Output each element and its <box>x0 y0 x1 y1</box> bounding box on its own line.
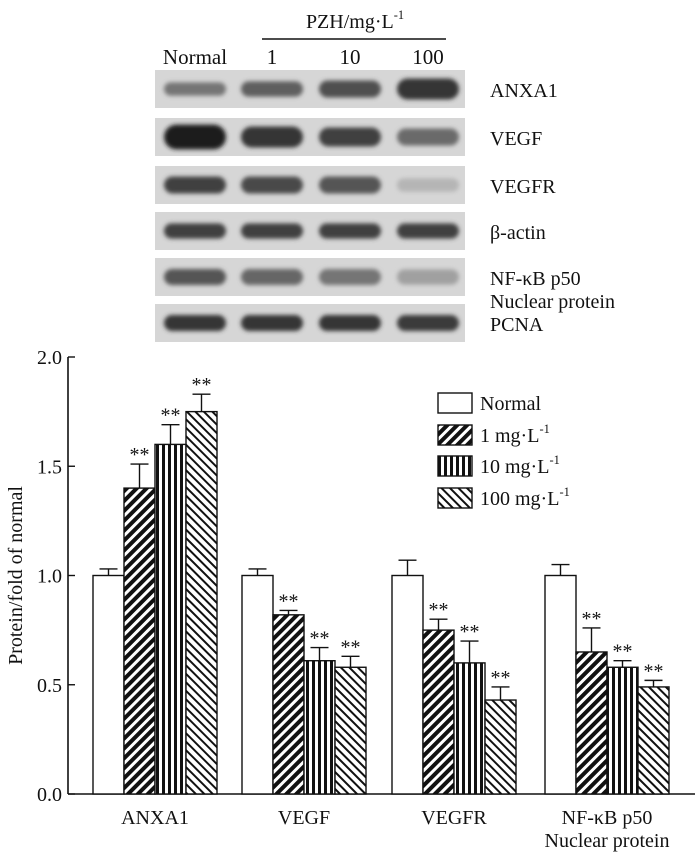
blot-band <box>164 124 226 150</box>
western-blot-panel: PZH/mg·L-1 Normal 1 10 100 ANXA1 VEGF VEGFR β-ac… <box>155 8 615 342</box>
blot-band <box>319 269 381 285</box>
blot-band <box>397 269 459 285</box>
legend-swatch <box>437 487 473 509</box>
lane-label: 100 <box>412 45 444 69</box>
blot-band <box>164 223 226 239</box>
lane-label: 1 <box>267 45 278 69</box>
bar <box>453 662 486 795</box>
y-tick-label: 0.5 <box>37 675 62 697</box>
significance-mark: ** <box>429 599 449 621</box>
y-tick-label: 1.5 <box>37 456 62 478</box>
blot-band <box>241 126 303 148</box>
blot-band <box>319 127 381 147</box>
blot-group-header: PZH/mg·L-1 <box>306 8 404 33</box>
lane-label: Normal <box>163 45 227 69</box>
bar <box>606 666 639 795</box>
legend-label: 1 mg·L-1 <box>480 422 550 447</box>
blot-band <box>241 269 303 285</box>
blot-band <box>319 223 381 239</box>
blot-row-label: β-actin <box>490 222 546 244</box>
legend-label: Normal <box>480 393 542 415</box>
bar <box>575 651 608 795</box>
lane-label: 10 <box>340 45 361 69</box>
bar <box>185 410 218 795</box>
y-tick-label: 0.0 <box>37 784 62 806</box>
bar <box>334 666 367 795</box>
legend-swatch <box>437 455 473 477</box>
significance-mark: ** <box>613 641 633 663</box>
legend-swatch <box>437 424 473 446</box>
bar <box>544 574 577 795</box>
blot-band <box>241 315 303 331</box>
blot-band <box>164 269 226 285</box>
bar <box>484 699 517 795</box>
blot-row-sublabel: Nuclear protein <box>490 291 615 313</box>
bar <box>391 574 424 795</box>
significance-mark: ** <box>644 660 664 682</box>
legend-label: 10 mg·L-1 <box>480 453 560 478</box>
blot-row-label: VEGFR <box>490 176 556 198</box>
bar <box>637 686 670 795</box>
bar <box>241 574 274 795</box>
blot-row-label: PCNA <box>490 314 544 336</box>
blot-band <box>319 176 381 194</box>
blot-band <box>164 176 226 194</box>
bar <box>123 487 156 795</box>
blot-row-label: ANXA1 <box>490 80 558 102</box>
blot-band <box>397 223 459 239</box>
bar <box>303 660 336 795</box>
y-axis-label: Protein/fold of normal <box>5 486 27 665</box>
blot-band <box>397 178 459 192</box>
blot-band <box>397 128 459 146</box>
significance-mark: ** <box>130 444 150 466</box>
blot-band <box>164 315 226 331</box>
x-tick-label: NF-κB p50 <box>562 807 653 829</box>
blot-band <box>397 78 459 100</box>
significance-mark: ** <box>582 608 602 630</box>
x-tick-label: VEGF <box>278 807 330 829</box>
blot-band <box>319 315 381 331</box>
blot-band <box>397 315 459 331</box>
blot-band <box>241 81 303 97</box>
blot-band <box>164 82 226 96</box>
x-tick-label: VEGFR <box>421 807 487 829</box>
legend-label: 100 mg·L-1 <box>480 485 570 510</box>
bar <box>92 574 125 795</box>
significance-mark: ** <box>310 628 330 650</box>
bar <box>272 614 305 795</box>
bar-chart: 0.0 0.5 1.0 1.5 2.0 Protein/fold of normal ** *… <box>5 347 695 852</box>
y-tick-label: 2.0 <box>37 347 62 369</box>
x-tick-label: ANXA1 <box>121 807 189 829</box>
blot-band <box>319 80 381 98</box>
blot-band <box>241 176 303 194</box>
y-tick-label: 1.0 <box>37 566 62 588</box>
bar <box>422 629 455 795</box>
significance-mark: ** <box>279 590 299 612</box>
significance-mark: ** <box>341 636 361 658</box>
blot-row-label: NF-κB p50 <box>490 268 581 290</box>
blot-row-label: VEGF <box>490 128 542 150</box>
x-tick-sublabel: Nuclear protein <box>545 830 670 852</box>
bar <box>154 443 187 795</box>
blot-band <box>241 223 303 239</box>
significance-mark: ** <box>460 621 480 643</box>
significance-mark: ** <box>491 667 511 689</box>
significance-mark: ** <box>192 374 212 396</box>
significance-mark: ** <box>161 405 181 427</box>
legend-swatch <box>437 392 473 414</box>
